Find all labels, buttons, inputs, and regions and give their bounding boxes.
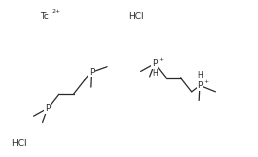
Text: HCl: HCl: [12, 139, 27, 148]
Text: P: P: [89, 68, 94, 77]
Text: P: P: [152, 59, 157, 68]
Text: P: P: [45, 104, 50, 113]
Text: HCl: HCl: [128, 12, 143, 21]
Text: H: H: [152, 69, 158, 78]
Text: +: +: [158, 57, 164, 62]
Text: +: +: [204, 79, 209, 84]
Text: H: H: [197, 71, 203, 80]
Text: 2+: 2+: [52, 9, 61, 14]
Text: Tc: Tc: [40, 12, 49, 21]
Text: P: P: [197, 81, 203, 90]
